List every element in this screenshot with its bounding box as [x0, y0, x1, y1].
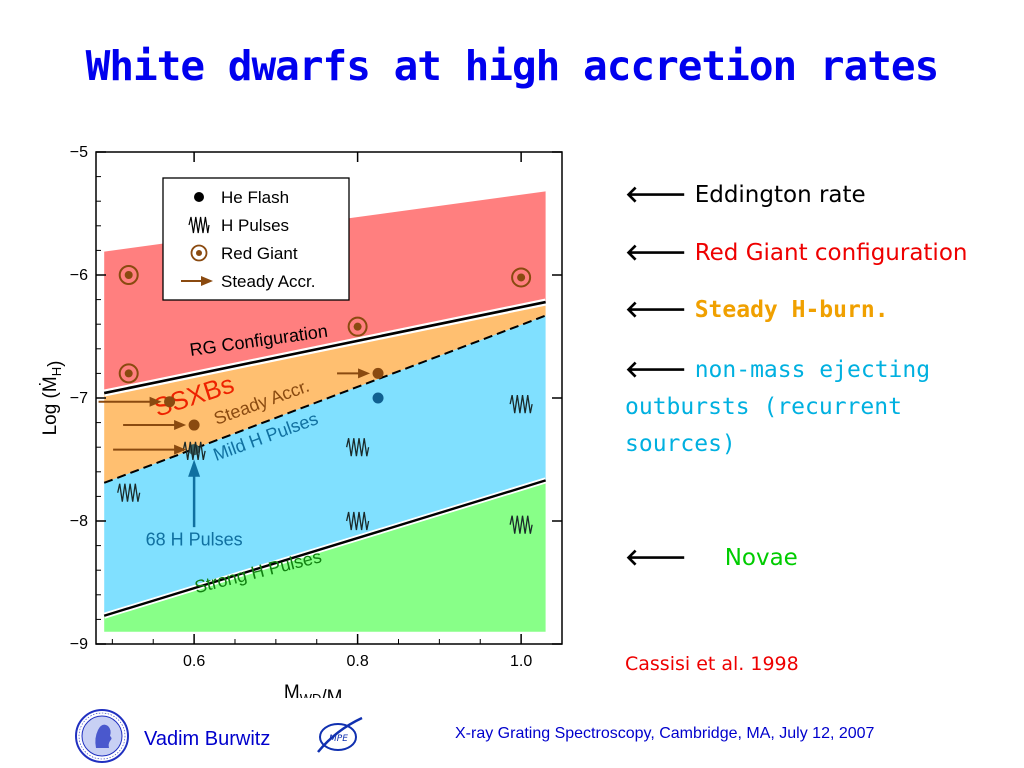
left-arrow-icon: 🡐	[625, 545, 687, 571]
red-giant-marker-ring	[118, 265, 139, 285]
h-pulses-marker	[509, 395, 533, 414]
chart-markers	[98, 265, 533, 534]
mild-pulses-region	[104, 315, 546, 616]
annotation-novae: 🡐 Novae	[625, 543, 798, 571]
red-giant-marker	[124, 271, 133, 279]
max-planck-seal-logo	[75, 709, 129, 763]
he-flash-marker	[164, 396, 176, 408]
mpe-logo: MPE	[317, 716, 363, 753]
steady-accretion-arrow	[358, 368, 371, 379]
h-pulses-marker	[117, 483, 141, 502]
red-giant-marker-ring	[511, 267, 532, 288]
legend-entry-label: He Flash	[221, 188, 289, 207]
annotation-eddington: 🡐 Eddington rate	[625, 180, 866, 208]
citation: Cassisi et al. 1998	[625, 653, 799, 675]
chart-boundaries	[103, 298, 547, 619]
accretion-rate-chart: 0.60.81.0−5−6−7−8−9MWD/M☉Log (ṀH) RG Con…	[40, 144, 563, 698]
he-flash-marker	[372, 367, 384, 379]
annotation-text: Steady H-burn.	[694, 297, 889, 323]
annotation-red-giant: 🡐 Red Giant configuration	[625, 238, 967, 266]
rg-configuration-line	[103, 300, 546, 395]
y-tick-label: −7	[70, 390, 88, 407]
annotation-steady-burn: 🡐 Steady H-burn.	[625, 295, 889, 323]
annotation-text: Red Giant configuration	[694, 240, 968, 266]
he-flash-marker	[372, 392, 384, 404]
legend-circled-dot-icon	[190, 244, 208, 262]
y-tick-label: −6	[70, 267, 88, 284]
label-68-h-pulses: 68 H Pulses	[146, 530, 243, 550]
red-giant-marker-ring	[118, 363, 139, 384]
left-arrow-icon: 🡐	[625, 240, 687, 266]
strong-pulses-region	[104, 480, 546, 632]
annotation-non-mass-ejecting: 🡐 non-mass ejecting outbursts (recurrent …	[625, 352, 1015, 463]
red-giant-marker	[124, 369, 133, 378]
legend-entry-label: H Pulses	[221, 216, 289, 235]
red-giant-marker-ring	[347, 316, 368, 337]
x-tick-label: 0.8	[346, 653, 368, 670]
footer-text: X-ray Grating Spectroscopy, Cambridge, M…	[455, 725, 875, 742]
h-pulses-marker	[345, 438, 370, 457]
legend-circled-dot-center	[196, 250, 202, 256]
y-tick-label: −9	[70, 636, 88, 653]
h-pulses-marker	[182, 441, 206, 461]
annotation-text: non-mass ejecting outbursts (recurrent s…	[625, 357, 931, 457]
red-giant-marker	[353, 322, 362, 331]
author-name: Vadim Burwitz	[144, 728, 271, 750]
x-axis-label: MWD/M☉	[284, 682, 354, 698]
pulse-boundary-line	[103, 479, 547, 617]
steady-accretion-arrow	[174, 444, 187, 455]
annotation-text: Eddington rate	[694, 182, 866, 208]
he-flash-marker	[188, 419, 200, 431]
steady-accretion-arrow	[149, 396, 162, 407]
legend-zigzag-icon	[188, 216, 210, 234]
legend-entry-label: Steady Accr.	[221, 272, 316, 291]
x-tick-label: 0.6	[183, 653, 205, 670]
annotation-text: Novae	[724, 545, 798, 571]
h-pulses-marker	[509, 515, 533, 534]
x-tick-label: 1.0	[510, 653, 532, 670]
y-tick-label: −5	[70, 144, 88, 161]
slide-title: White dwarfs at high accretion rates	[85, 42, 940, 90]
steady-accretion-arrow	[174, 420, 187, 431]
left-arrow-icon: 🡐	[625, 182, 687, 208]
legend-box	[162, 177, 350, 301]
left-arrow-icon: 🡐	[625, 297, 687, 323]
legend-arrow-icon	[201, 276, 213, 286]
steady-accretion-region	[104, 302, 546, 483]
legend-dot-icon	[194, 192, 204, 202]
y-tick-label: −8	[70, 513, 88, 530]
left-arrow-icon: 🡐	[625, 357, 687, 383]
y-axis-label: Log (ṀH)	[40, 361, 66, 436]
h-pulses-marker	[345, 511, 370, 531]
red-giant-marker	[517, 273, 526, 282]
chart-axes: 0.6 0.8 1.0 −5 −6 −7 −8 −9 MWD/M☉ Log (ṀH)	[40, 144, 563, 698]
pulses-pointer-arrowhead	[188, 459, 201, 477]
legend-entry-label: Red Giant	[221, 244, 298, 263]
mpe-logo-text: MPE	[329, 734, 348, 744]
steady-lower-dashed-line	[103, 314, 547, 484]
chart-legend: He Flash H Pulses Red Giant Steady Accr.	[162, 177, 350, 301]
